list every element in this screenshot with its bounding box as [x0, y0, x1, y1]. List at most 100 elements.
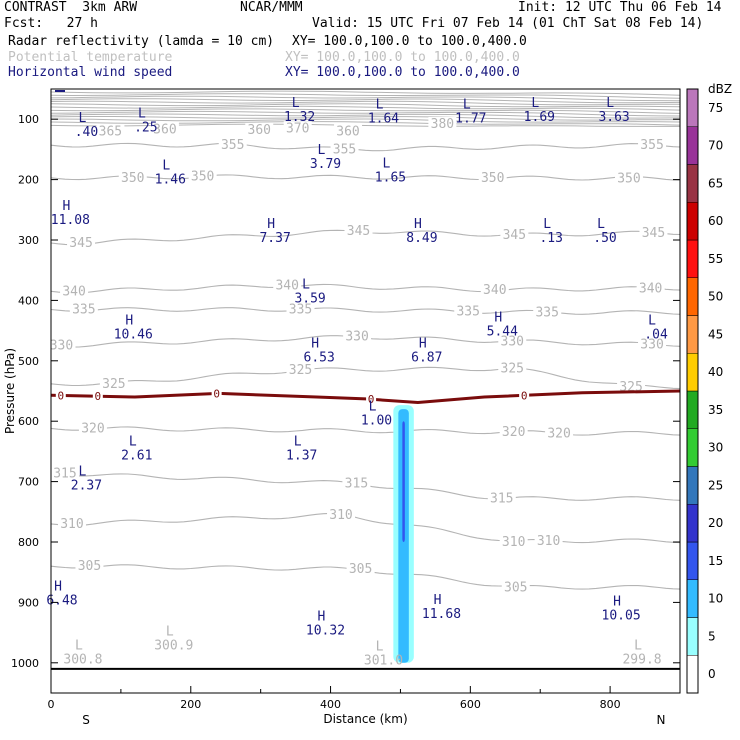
wind-extremum-type: L [383, 157, 391, 172]
theta-extremum-type: L [376, 640, 384, 655]
field-wind-xy: XY= 100.0,100.0 to 100.0,400.0 [285, 65, 520, 80]
isentrope-label-bg [534, 533, 563, 547]
colorbar-frame [686, 88, 699, 694]
x-tick-label: 600 [460, 698, 481, 711]
freezing-label: 0 [368, 393, 375, 406]
isentrope-label: 330 [501, 334, 524, 349]
isentrope-355 [50, 142, 681, 152]
isentrope-label: 305 [78, 559, 101, 574]
isentrope-label: 350 [191, 170, 214, 185]
isentrope-label-bg [614, 171, 643, 185]
freezing-label-bg [366, 393, 377, 405]
isentrope-label-bg [273, 278, 302, 292]
wind-extremum-type: L [302, 277, 310, 292]
isentrope-label-bg [478, 170, 507, 184]
theta-extremum-value: 301.0 [364, 654, 403, 669]
north-endpoint: N [657, 713, 666, 727]
freezing-label-bg [211, 387, 222, 399]
freezing-label-bg [55, 389, 66, 401]
isentrope-label-bg [283, 121, 312, 135]
y-tick-label: 100 [18, 113, 39, 126]
isentrope-label-bg [638, 138, 667, 152]
colorbar-tick-label: 30 [708, 441, 723, 455]
isentrope-label: 365 [99, 124, 122, 139]
y-tick-label: 900 [18, 596, 39, 609]
strat-isentrope [50, 90, 681, 96]
isentrope-label: 320 [81, 421, 104, 436]
colorbar-tick-label: 25 [708, 478, 723, 492]
wind-extremum-type: L [79, 465, 87, 480]
isentrope-label: 345 [69, 236, 92, 251]
freezing-label: 0 [213, 388, 220, 401]
colorbar-swatch [686, 277, 699, 316]
strat-isentrope [50, 105, 681, 111]
y-tick-label: 200 [18, 174, 39, 187]
isentrope-label-bg [344, 223, 373, 237]
wind-extremum-type: H [62, 199, 70, 214]
isentrope-label-bg [639, 225, 668, 239]
isentrope-label: 325 [289, 363, 312, 378]
colorbar-tick-label: 40 [708, 365, 723, 379]
isentrope-label-bg [118, 170, 147, 184]
wind-extremum-value: .04 [644, 328, 668, 343]
isentrope-label: 380 [431, 117, 454, 132]
isentrope-350 [50, 174, 681, 181]
isentrope-label-bg [78, 421, 107, 435]
isentrope-label: 305 [349, 562, 372, 577]
isentrope-label-bg [327, 507, 356, 521]
wind-extremum-value: .13 [539, 231, 562, 246]
isentrope-label: 315 [53, 467, 76, 482]
isentrope-label-bg [150, 122, 179, 136]
isentrope-label: 310 [329, 508, 352, 523]
y-tick-label: 700 [18, 476, 39, 489]
isentrope-label: 345 [503, 228, 526, 243]
wind-extremum-value: 1.37 [286, 448, 317, 463]
strat-isentrope [50, 103, 681, 108]
wind-extremum-type: H [311, 337, 319, 352]
isentrope-label: 360 [248, 123, 271, 138]
isentrope-label: 315 [490, 492, 513, 507]
field-reflectivity: Radar reflectivity (lamda = 10 cm) [8, 34, 275, 49]
wind-extremum-value: 3.59 [294, 291, 325, 306]
wind-extremum-value: 3.79 [310, 157, 341, 172]
isentrope-340 [50, 283, 681, 294]
wind-extremum-value: 5.44 [487, 325, 518, 340]
colorbar-swatch [686, 315, 699, 354]
isentrope-label-bg [50, 466, 79, 480]
isentrope-label: 315 [345, 476, 368, 491]
x-tick-label: 400 [320, 698, 341, 711]
init-time: Init: 12 UTC Thu 06 Feb 14 [518, 0, 722, 15]
strat-isentrope [50, 98, 681, 104]
wind-extremum-type: H [267, 217, 275, 232]
isentrope-label-bg [499, 535, 528, 548]
freezing-label-bg [519, 389, 530, 401]
theta-extremum-type: L [75, 639, 83, 654]
wind-extremum-value: 1.65 [375, 171, 406, 186]
colorbar-tick-label: 10 [708, 592, 723, 606]
colorbar-swatch [686, 617, 699, 656]
isentrope-label: 330 [345, 330, 368, 345]
isentrope-label: 320 [502, 425, 525, 440]
isentrope-label-bg [245, 123, 274, 137]
colorbar-swatch [686, 466, 699, 505]
colorbar-swatch [686, 390, 699, 429]
wind-extremum-value: 11.08 [51, 213, 90, 228]
y-tick-label: 1000 [11, 657, 39, 670]
colorbar-tick-label: 55 [708, 252, 723, 266]
isentrope-335 [50, 307, 681, 315]
isentrope-label: 370 [286, 121, 309, 136]
isentrope-label: 325 [102, 377, 125, 392]
theta-extremum-value: 300.8 [63, 653, 102, 668]
isentrope-label-bg [99, 376, 128, 390]
isentrope-label: 350 [617, 171, 640, 186]
y-axis-label: Pressure (hPa) [3, 348, 17, 434]
isentrope-label-bg [67, 236, 96, 250]
y-tick-label: 600 [18, 415, 39, 428]
wind-extremum-value: .40 [75, 125, 98, 140]
theta-extremum-value: 300.9 [154, 639, 193, 654]
strat-isentrope [50, 118, 681, 123]
field-theta-xy: XY= 100.0,100.0 to 100.0,400.0 [285, 50, 520, 65]
colorbar-tick-label: 60 [708, 214, 723, 228]
theta-extremum-type: L [166, 625, 174, 640]
isentrope-label: 360 [336, 124, 359, 139]
